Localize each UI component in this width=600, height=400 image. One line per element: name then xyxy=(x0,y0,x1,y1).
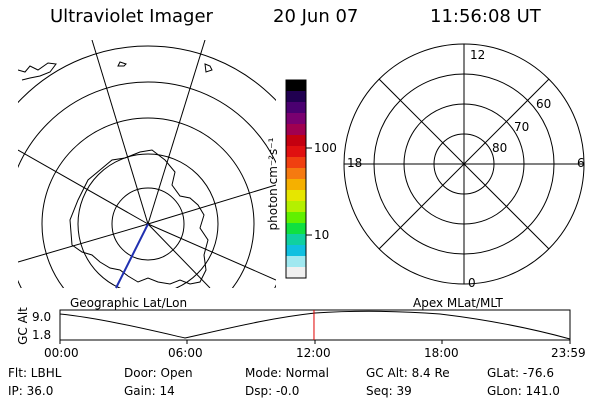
x-tick-1200: 12:00 xyxy=(296,346,331,360)
status-glon: GLon: 141.0 xyxy=(487,384,560,398)
lat-label-60: 60 xyxy=(536,97,552,111)
x-tick-0600: 06:00 xyxy=(168,346,203,360)
colorbar-stripe xyxy=(286,113,306,125)
colorbar-stripe xyxy=(286,179,306,191)
colorbar-stripe xyxy=(286,234,306,246)
alt-tick-1.8: 1.8 xyxy=(32,328,52,342)
status-dsp: Dsp: -0.0 xyxy=(245,384,300,398)
colorbar-stripe xyxy=(286,245,306,257)
mlt-label-18: 18 xyxy=(347,156,363,170)
colorbar-stripe xyxy=(286,91,306,103)
colorbar-tick-100: 100 xyxy=(314,141,337,155)
status-gain: Gain: 14 xyxy=(124,384,175,398)
status-mode: Mode: Normal xyxy=(245,366,329,380)
colorbar-stripe xyxy=(286,102,306,114)
mlt-label-6: 6 xyxy=(577,156,585,170)
status-seq: Seq: 39 xyxy=(366,384,412,398)
left-panel-caption: Geographic Lat/Lon xyxy=(70,296,188,310)
status-filter: Flt: LBHL xyxy=(8,366,62,380)
alt-tick-9: 9.0 xyxy=(32,310,52,324)
time-label: 11:56:08 UT xyxy=(430,6,541,27)
instrument-title: Ultraviolet Imager xyxy=(50,6,213,27)
colorbar-stripe xyxy=(286,135,306,147)
colorbar-stripe xyxy=(286,168,306,180)
colorbar-stripe xyxy=(286,124,306,136)
colorbar-stripe xyxy=(286,80,306,92)
status-door: Door: Open xyxy=(124,366,193,380)
right-panel-caption: Apex MLat/MLT xyxy=(413,296,503,310)
colorbar-stripe xyxy=(286,146,306,158)
x-tick-0000: 00:00 xyxy=(44,346,79,360)
colorbar-stripe xyxy=(286,223,306,235)
colorbar-stripe xyxy=(286,212,306,224)
date-label: 20 Jun 07 xyxy=(273,6,359,27)
status-glat: GLat: -76.6 xyxy=(487,366,554,380)
colorbar-stripe xyxy=(286,157,306,169)
colorbar-tick-10: 10 xyxy=(314,228,330,242)
alt-ylabel: GC Alt xyxy=(16,307,30,345)
lat-label-70: 70 xyxy=(514,120,530,134)
lat-label-80: 80 xyxy=(492,141,508,155)
colorbar-stripe xyxy=(286,256,306,268)
mlt-label-0: 0 xyxy=(468,276,476,290)
colorbar-stripe xyxy=(286,201,306,213)
x-tick-2359: 23:59 xyxy=(551,346,586,360)
x-tick-1800: 18:00 xyxy=(424,346,459,360)
colorbar-stripe xyxy=(286,190,306,202)
colorbar-stripe xyxy=(286,267,306,279)
status-gc-alt: GC Alt: 8.4 Re xyxy=(366,366,450,380)
mlt-label-12: 12 xyxy=(470,48,486,62)
status-ip: IP: 36.0 xyxy=(8,384,54,398)
